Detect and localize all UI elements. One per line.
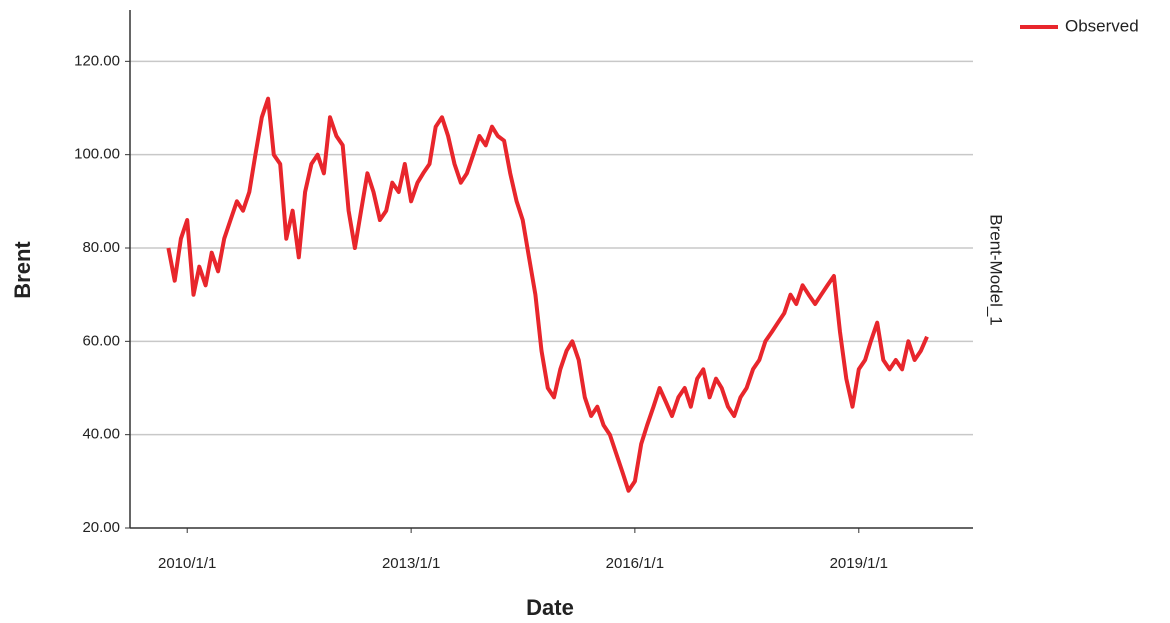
y-axis-title: Brent (10, 241, 35, 299)
legend-label: Observed (1065, 16, 1139, 35)
y-tick-label: 120.00 (74, 52, 120, 69)
y-tick-label: 60.00 (82, 332, 120, 349)
x-tick-label: 2016/1/1 (606, 555, 664, 572)
y-tick-label: 100.00 (74, 146, 120, 163)
y-tick-label: 80.00 (82, 239, 120, 256)
y-tick-label: 20.00 (82, 519, 120, 536)
x-tick-label: 2010/1/1 (158, 555, 216, 572)
y-tick-label: 40.00 (82, 426, 120, 443)
line-series (166, 96, 929, 493)
x-tick-label: 2013/1/1 (382, 555, 440, 572)
panel-label: Brent-Model_1 (987, 214, 1006, 326)
x-tick-label: 2019/1/1 (830, 555, 888, 572)
x-axis-title: Date (526, 595, 574, 620)
